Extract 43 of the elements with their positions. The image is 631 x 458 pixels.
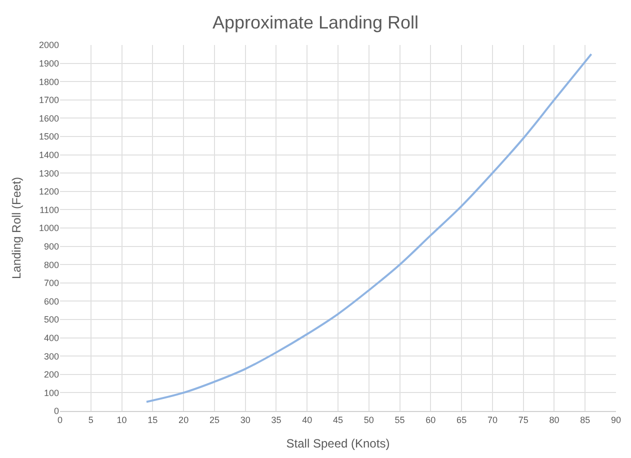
y-tick-label: 800 (44, 260, 59, 270)
y-tick-label: 100 (44, 388, 59, 398)
y-tick-label: 1000 (38, 223, 59, 234)
y-tick-label: 1200 (38, 186, 59, 197)
x-tick-label: 55 (394, 414, 405, 425)
x-tick-label: 25 (209, 414, 220, 425)
y-tick-label: 1300 (38, 168, 59, 178)
y-tick-label: 700 (44, 278, 59, 288)
line-series (145, 53, 592, 403)
chart-title: Approximate Landing Roll (212, 12, 419, 33)
y-tick-label: 2000 (38, 40, 59, 50)
x-tick-label: 70 (487, 414, 498, 425)
x-tick-label: 15 (148, 414, 158, 425)
x-tick-label: 45 (332, 414, 344, 425)
x-tick-label: 75 (518, 414, 528, 425)
y-tick-label: 1500 (38, 132, 59, 142)
y-tick-label: 1900 (38, 58, 59, 68)
y-tick-label: 1100 (40, 204, 59, 215)
x-tick-label: 5 (88, 414, 94, 425)
y-tick-label: 1700 (38, 95, 59, 106)
y-tick-label: 300 (44, 351, 59, 362)
x-tick-label: 40 (302, 414, 312, 425)
y-tick-label: 500 (44, 314, 59, 325)
y-tick-label: 400 (44, 332, 59, 343)
y-tick-label: 1400 (38, 150, 59, 160)
x-tick-label: 35 (271, 414, 282, 425)
x-tick-label: 90 (610, 414, 622, 425)
y-tick-label: 1600 (38, 113, 59, 124)
x-tick-label: 30 (240, 414, 250, 425)
y-tick-label: 900 (44, 241, 59, 252)
y-axis-title: Landing Roll (Feet) (9, 176, 24, 280)
x-axis-title: Stall Speed (Knots) (286, 436, 390, 451)
x-tick-label: 20 (178, 414, 189, 425)
y-tick-label: 0 (54, 406, 59, 416)
x-tick-label: 60 (426, 414, 436, 425)
y-tick-label: 200 (44, 370, 59, 380)
x-tick-label: 80 (549, 414, 560, 425)
x-tick-label: 85 (580, 414, 590, 425)
x-tick-label: 65 (456, 414, 467, 425)
x-tick-label: 50 (364, 414, 374, 425)
y-tick-label: 600 (44, 296, 59, 306)
y-tick-label: 1800 (38, 76, 59, 87)
x-tick-label: 10 (116, 414, 127, 425)
